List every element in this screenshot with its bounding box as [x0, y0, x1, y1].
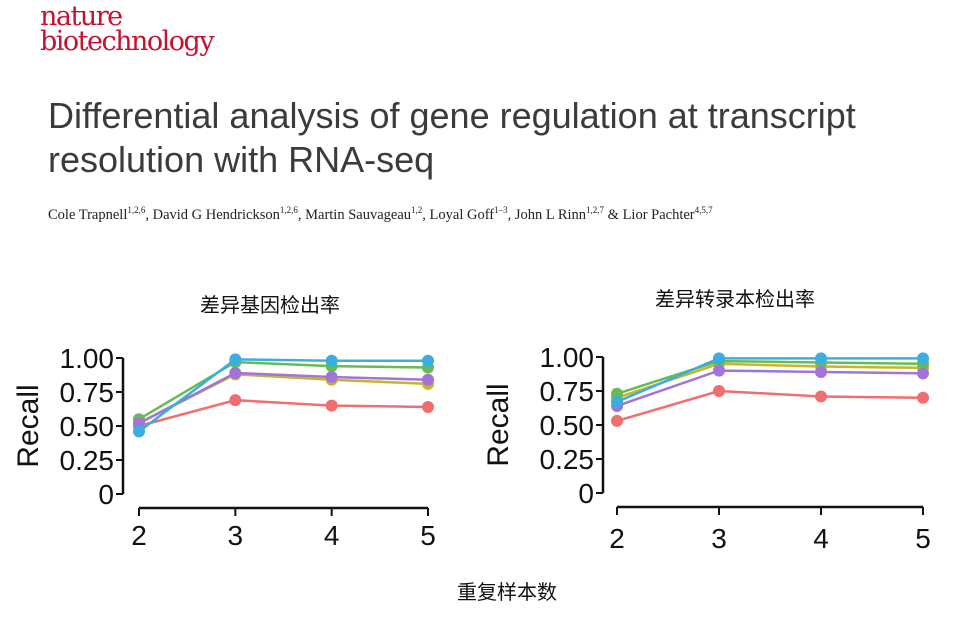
data-point [815, 352, 827, 365]
paper-title-line1: Differential analysis of gene regulation… [48, 95, 856, 136]
data-point [611, 395, 623, 408]
data-point [325, 371, 338, 384]
data-point [133, 425, 145, 438]
y-tick-label: 0.75 [60, 377, 115, 408]
data-point [325, 354, 338, 367]
data-point [325, 399, 338, 412]
y-tick-label: 0.75 [540, 376, 595, 407]
data-point [713, 352, 725, 365]
author-affiliation: 1,2 [411, 205, 423, 215]
series-line [138, 360, 429, 421]
data-point [917, 391, 929, 404]
series-line [138, 358, 428, 433]
data-point [815, 390, 827, 403]
data-point [917, 367, 929, 380]
data-point [611, 414, 623, 427]
data-point [229, 366, 242, 379]
y-axis-label: Recall [482, 383, 515, 466]
data-point [917, 352, 929, 365]
paper-title: Differential analysis of gene regulation… [48, 94, 968, 182]
x-tick-label: 3 [711, 523, 727, 554]
chart-title-gene: 差异基因检出率 [200, 293, 340, 317]
journal-logo-line2: biotechnology [40, 26, 215, 57]
y-tick-label: 0 [98, 479, 114, 510]
x-tick-label: 2 [609, 523, 625, 554]
author-list: Cole Trapnell1,2,6, David G Hendrickson1… [48, 205, 713, 223]
journal-logo: nature biotechnology [40, 1, 215, 57]
author-affiliation: 1–3 [494, 205, 508, 215]
x-tick-label: 4 [813, 523, 829, 554]
x-tick-label: 4 [324, 520, 340, 551]
data-point [422, 400, 434, 413]
x-tick-label: 5 [420, 520, 436, 551]
y-tick-label: 0 [578, 478, 594, 509]
data-point [815, 365, 827, 378]
y-tick-label: 0.25 [60, 445, 115, 476]
author-name: Martin Sauvageau [305, 206, 412, 223]
data-point [422, 373, 434, 386]
y-axis-label: Recall [12, 384, 45, 467]
author-affiliation: 1,2,7 [586, 205, 605, 215]
data-point [229, 394, 242, 407]
y-tick-label: 0.25 [540, 444, 595, 475]
data-point [229, 353, 242, 366]
series-line [616, 357, 923, 404]
y-tick-label: 1.00 [540, 342, 595, 373]
journal-logo-line1: nature [40, 1, 123, 32]
author-affiliation: 1,2,6 [279, 205, 298, 215]
author-name: Cole Trapnell [48, 206, 128, 223]
author-affiliation: 1,2,6 [127, 205, 146, 215]
shared-x-axis-label: 重复样本数 [457, 580, 557, 604]
data-point [713, 385, 725, 397]
data-point [422, 354, 434, 367]
author-name: Lior Pachter [622, 206, 695, 223]
x-tick-label: 5 [915, 523, 931, 554]
author-affiliation: 4,5,7 [694, 205, 713, 215]
chart-title-transcript: 差异转录本检出率 [655, 287, 815, 311]
x-tick-label: 2 [131, 520, 147, 551]
author-name: Loyal Goff [429, 206, 495, 223]
series-line [138, 371, 429, 425]
y-tick-label: 0.50 [60, 411, 115, 442]
data-point [713, 364, 725, 377]
author-name: David G Hendrickson [152, 206, 280, 223]
author-name: John L Rinn [514, 206, 587, 223]
paper-title-line2: resolution with RNA-seq [48, 139, 435, 180]
series-line [616, 359, 924, 395]
series-line [616, 389, 924, 423]
series-line [138, 398, 429, 428]
y-tick-label: 0.50 [540, 410, 595, 441]
series-line [616, 369, 924, 408]
y-tick-label: 1.00 [60, 343, 115, 374]
x-tick-label: 3 [228, 520, 244, 551]
